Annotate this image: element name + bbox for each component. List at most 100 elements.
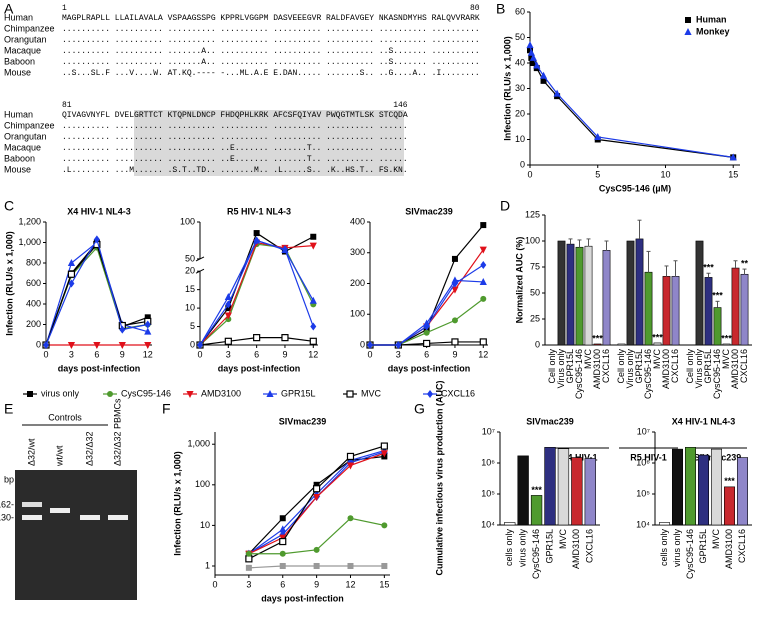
y-tick-label: 10⁷ (482, 426, 495, 436)
bar (704, 277, 713, 346)
significance: *** (531, 485, 542, 495)
marker (279, 515, 286, 522)
bar (626, 240, 635, 346)
legend-label: Monkey (696, 26, 730, 36)
marker (118, 342, 126, 349)
marker (479, 338, 487, 346)
marker (281, 245, 288, 254)
y-tick-label: 1 (205, 560, 210, 570)
marker (67, 270, 76, 278)
x-tick-label: CXCL16 (670, 349, 680, 383)
significance: ** (741, 258, 749, 268)
marker (93, 342, 101, 349)
legend-label: AMD3100 (201, 388, 241, 398)
legend-label: Human (696, 14, 727, 24)
marker (451, 286, 459, 294)
shading (134, 110, 404, 176)
x-tick-label: MVC (721, 349, 731, 370)
marker (197, 341, 203, 349)
marker (309, 296, 317, 304)
x-tick-label: cells only (504, 529, 514, 567)
marker (347, 515, 354, 522)
marker (380, 450, 388, 458)
position-label: 1 (62, 4, 67, 13)
marker (144, 342, 152, 349)
y-tick-label: 100 (180, 216, 195, 226)
bar (713, 307, 722, 346)
marker (451, 279, 458, 288)
group-label: Controls (48, 412, 82, 422)
x-tick-label: virus only (518, 529, 528, 568)
marker (253, 230, 260, 237)
marker (539, 71, 548, 79)
band (108, 515, 128, 520)
x-tick-label: 12 (478, 349, 488, 359)
y-tick-label: 10 (185, 302, 195, 312)
x-tick-label: CXCL16 (601, 349, 611, 383)
position-label: 80 (470, 4, 480, 13)
bar (635, 238, 644, 346)
x-tick-label: 3 (226, 349, 231, 359)
bar (736, 457, 748, 526)
bar (740, 273, 749, 346)
size-marker: 162- (0, 499, 14, 509)
x-tick-label: AMD3100 (661, 349, 671, 389)
y-tick-label: 30 (515, 83, 525, 93)
x-tick-label: 0 (527, 169, 532, 179)
marker (313, 546, 320, 553)
marker (43, 341, 49, 349)
x-tick-label: 6 (254, 349, 259, 359)
marker (144, 320, 151, 329)
y-tick-label: 10⁵ (636, 488, 650, 498)
marker (309, 337, 317, 345)
line (199, 232, 314, 346)
x-tick-label: AMD3100 (730, 349, 740, 389)
panel-letter: E (4, 401, 13, 417)
x-tick-label: GPR15L (565, 349, 575, 384)
species: Chimpanzee (4, 23, 55, 33)
bar (530, 495, 543, 526)
x-tick-label: CXCL16 (585, 529, 595, 563)
x-tick-label: CXCL16 (737, 529, 747, 563)
x-tick-label: 0 (367, 349, 372, 359)
marker (279, 525, 287, 533)
marker (540, 77, 547, 84)
x-tick-label: CysC95-146 (712, 349, 722, 399)
legend-marker (27, 391, 33, 397)
marker (729, 153, 737, 161)
bar (722, 343, 731, 346)
marker (245, 550, 252, 557)
x-tick-label: Cell only (547, 349, 557, 384)
size-marker: 130- (0, 512, 14, 522)
marker (529, 53, 537, 61)
marker (480, 222, 487, 229)
x-tick-label: 0 (197, 349, 202, 359)
line (45, 241, 148, 346)
y-tick-label: 0 (36, 339, 41, 349)
marker (395, 341, 402, 349)
marker (67, 342, 76, 349)
x-tick-label: 12 (143, 349, 153, 359)
x-tick-label: 3 (396, 349, 401, 359)
y-tick-label: 10⁷ (637, 426, 650, 436)
chart-title: X4 HIV-1 NL4-3 (672, 416, 736, 426)
y-tick-label: 75 (530, 261, 540, 271)
line (529, 50, 734, 158)
species: Mouse (4, 164, 31, 174)
marker (144, 314, 151, 321)
legend-marker (685, 17, 691, 23)
x-tick-label: Cell only (685, 349, 695, 384)
y-tick-label: 40 (515, 57, 525, 67)
x-tick-label: 5 (595, 169, 600, 179)
bar (584, 458, 596, 526)
y-tick-label: 1,200 (18, 216, 41, 226)
marker (451, 317, 458, 324)
significance: *** (592, 333, 603, 343)
gel (15, 470, 137, 600)
bar (575, 246, 584, 346)
marker (423, 339, 431, 348)
marker (144, 327, 152, 335)
species: Mouse (4, 67, 31, 77)
bar (695, 240, 704, 346)
marker (346, 462, 355, 470)
